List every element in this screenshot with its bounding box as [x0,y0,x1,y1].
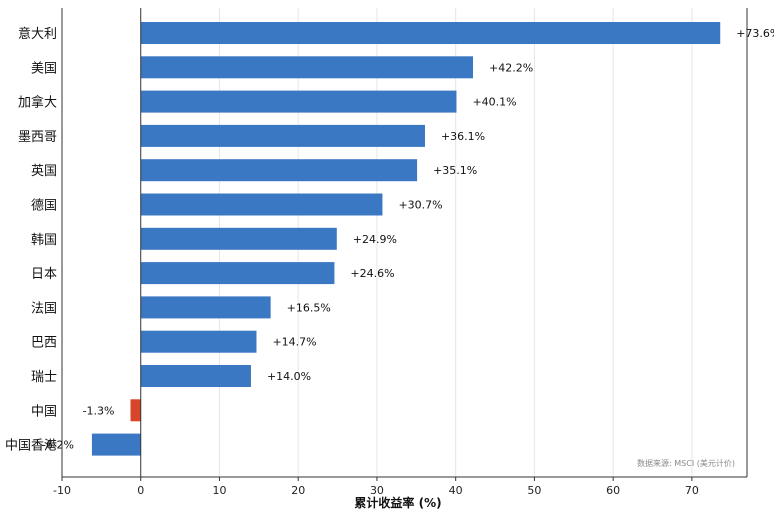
category-label: 英国 [31,164,57,179]
bar-0 [140,22,721,44]
bar-8 [140,296,271,319]
bar-9 [140,330,257,353]
value-label: -6.2% [42,439,74,452]
x-axis-title: 累计收益率 (%) [354,495,441,510]
value-label: +30.7% [398,199,442,212]
value-label: -1.3% [83,404,115,417]
value-label: +73.6% [736,27,774,40]
x-tick-label: 70 [685,484,699,497]
value-label: +42.2% [489,61,533,74]
axes: -10 0 10 20 30 40 50 60 70 [53,8,748,497]
bars [91,22,721,456]
category-label: 巴西 [31,336,57,351]
x-tick-label: 30 [370,484,384,497]
x-tick-label: 60 [606,484,620,497]
bar-12 [91,433,141,456]
bar-3 [140,124,425,147]
value-label: +36.1% [441,130,485,143]
category-label: 法国 [31,301,57,316]
bar-2 [140,90,457,113]
category-label: 中国香港 [5,439,57,454]
value-label: +14.7% [272,336,316,349]
category-label: 加拿大 [18,95,57,111]
bar-11 [130,399,141,422]
value-label: +14.0% [267,370,311,383]
category-label: 中国 [31,404,57,419]
value-label: +16.5% [287,301,331,314]
value-label: +24.6% [350,267,394,280]
bar-4 [140,159,418,182]
category-label: 美国 [31,61,57,76]
x-tick-label: 50 [527,484,541,497]
value-label: +40.1% [472,96,516,109]
bar-6 [140,227,337,250]
value-label: +24.9% [353,233,397,246]
bar-1 [140,56,473,79]
x-tick-label: 0 [137,484,144,497]
value-label: +35.1% [433,164,477,177]
category-label: 德国 [31,199,57,214]
bar-10 [140,365,251,387]
category-label: 墨西哥 [18,130,57,145]
x-tick-label: -10 [53,484,71,497]
x-tick-label: 20 [291,484,305,497]
x-tick-label: 40 [449,484,463,497]
category-label: 瑞士 [31,370,57,385]
category-label: 韩国 [31,233,57,248]
category-label: 意大利 [18,26,57,42]
bar-5 [140,193,383,216]
value-labels: +73.6% +42.2% +40.1% +36.1% +35.1% +30.7% +24.… [42,27,774,452]
x-tick-label: 10 [212,484,226,497]
bar-7 [140,262,335,285]
category-label: 日本 [31,267,57,282]
source-note: 数据来源: MSCI (美元计价) [637,458,735,468]
